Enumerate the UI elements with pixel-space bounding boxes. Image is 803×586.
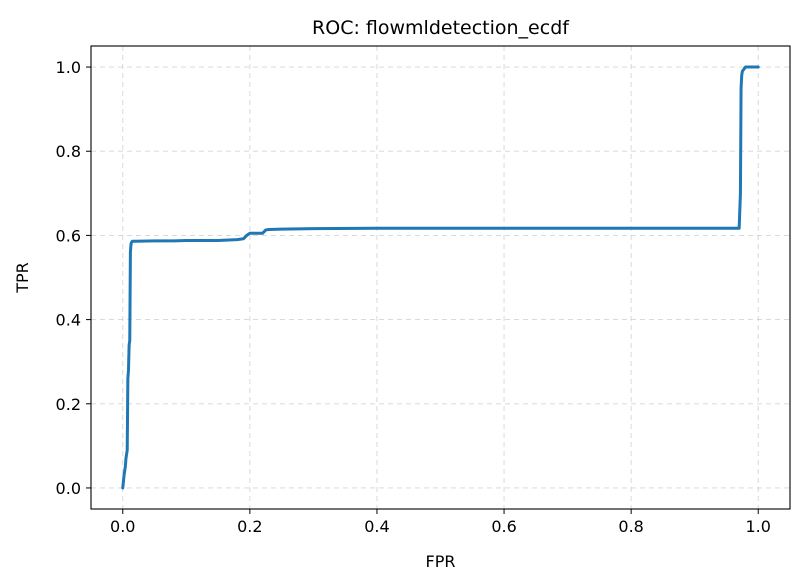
roc-curve-line: [121, 65, 760, 490]
y-axis-label: TPR: [13, 262, 32, 294]
plot-frame: [90, 45, 791, 510]
x-tick-label: 1.0: [746, 517, 771, 536]
y-tick-label: 0.2: [56, 395, 81, 414]
y-tick-label: 0.6: [56, 226, 81, 245]
tick-layer: 0.0 0.2 0.4 0.6 0.8 1.0 0.0 0.2 0.4 0.6 0.8 1.0: [56, 58, 771, 536]
chart-title: ROC: flowmldetection_ecdf: [312, 17, 570, 39]
x-tick-label: 0.6: [491, 517, 516, 536]
y-tick-label: 0.4: [56, 311, 81, 330]
y-tick-label: 0.8: [56, 142, 81, 161]
y-tick-label: 0.0: [56, 479, 81, 498]
x-tick-label: 0.0: [110, 517, 135, 536]
series-layer: [121, 65, 760, 490]
grid-layer: [91, 46, 790, 509]
x-tick-label: 0.4: [364, 517, 389, 536]
x-tick-label: 0.8: [618, 517, 643, 536]
x-axis-label: FPR: [426, 552, 456, 571]
y-tick-label: 1.0: [56, 58, 81, 77]
x-tick-label: 0.2: [237, 517, 262, 536]
